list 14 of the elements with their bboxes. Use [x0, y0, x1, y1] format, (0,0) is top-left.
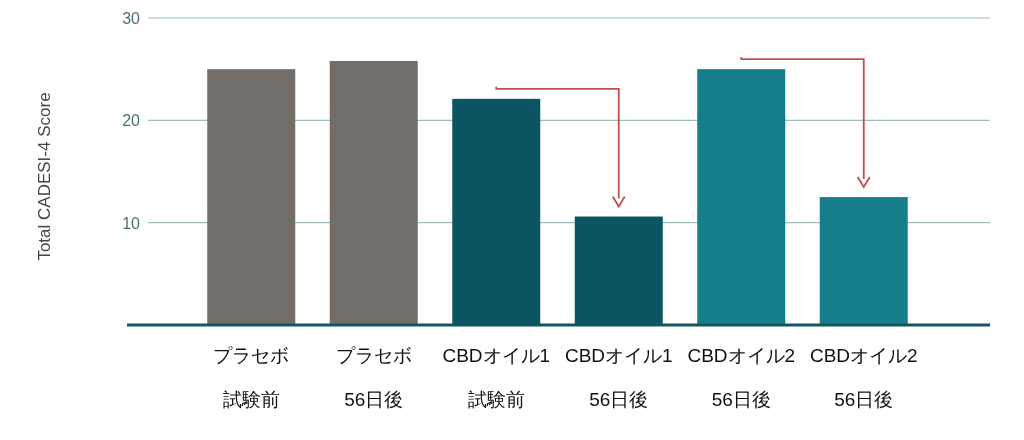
y-tick-label: 30 [122, 10, 141, 27]
bar [329, 60, 418, 325]
bar [697, 69, 786, 325]
category-label: CBDオイル1試験前 [442, 345, 551, 410]
y-tick-label: 10 [122, 214, 141, 232]
y-axis-title: Total CADESI-4 Score [35, 92, 54, 261]
bar [819, 197, 908, 325]
category-label: CBDオイル256日後 [809, 345, 918, 410]
category-label: プラセボ試験前 [213, 345, 290, 410]
category-label: プラセボ56日後 [335, 345, 412, 410]
bar [207, 69, 296, 325]
category-label: CBDオイル256日後 [687, 345, 796, 410]
y-tick-label: 20 [122, 112, 141, 130]
category-label: CBDオイル156日後 [564, 345, 673, 410]
